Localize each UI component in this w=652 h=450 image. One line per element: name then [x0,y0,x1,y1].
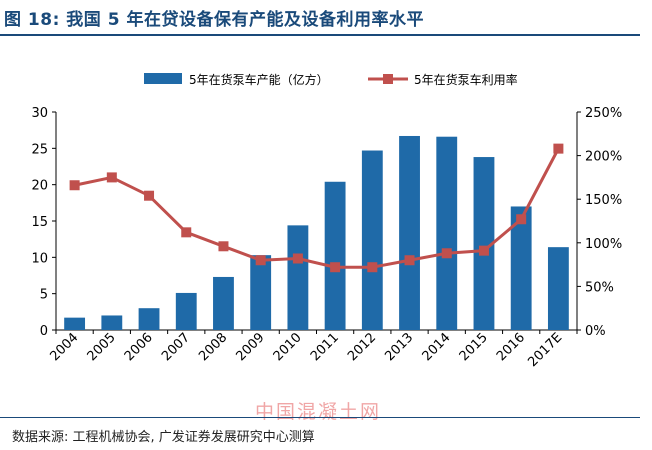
left-tick-label: 30 [31,106,48,121]
x-tick-label: 2009 [233,330,267,364]
line-marker [255,255,266,266]
x-tick-label: 2004 [47,330,81,364]
left-tick-label: 25 [31,142,48,157]
x-tick-label: 2005 [85,330,119,364]
x-tick-label: 2017E [525,330,565,370]
bar [547,247,569,330]
left-tick-label: 5 [40,288,48,303]
bar [101,315,123,330]
left-tick-label: 10 [31,251,48,266]
bar [138,308,160,330]
right-tick-label: 250% [585,106,622,121]
left-tick-label: 0 [40,324,48,339]
bar [361,150,383,330]
line-marker [330,262,341,273]
bar [175,292,197,330]
legend-bar-swatch [144,73,182,84]
bar [436,136,458,330]
bar [64,317,86,330]
watermark: 中国混凝土网 [255,401,382,423]
title-divider [0,34,640,36]
x-tick-label: 2006 [122,330,156,364]
line-marker [404,255,415,266]
utilization-line [74,147,560,269]
bar [324,181,346,330]
bottom-divider [0,417,640,418]
line-marker [106,172,117,183]
x-tick-label: 2013 [382,330,416,364]
line-series [69,143,564,273]
bar [213,276,234,330]
line-marker [367,262,378,273]
legend: 5年在货泵车产能（亿方） 5年在货泵车利用率 [144,72,518,87]
x-tick-label: 2008 [196,330,230,364]
right-tick-label: 50% [585,280,614,295]
line-marker [516,214,527,225]
legend-line-label: 5年在货泵车利用率 [414,72,518,87]
figure-title: 图 18: 我国 5 年在贷设备保有产能及设备利用率水平 [4,10,424,30]
source-note: 数据来源: 工程机械协会, 广发证券发展研究中心测算 [12,430,315,445]
bar [510,206,532,330]
bar [399,135,420,330]
line-marker [292,253,303,264]
bar [250,255,272,330]
bar-series [64,135,569,330]
legend-bar-label: 5年在货泵车产能（亿方） [189,72,329,87]
legend-line-marker [383,74,393,84]
x-tick-label: 2007 [159,330,193,364]
bar [473,157,495,330]
x-tick-label: 2011 [308,330,342,364]
right-tick-label: 100% [585,237,622,252]
line-marker [218,241,229,252]
line-marker [478,245,489,256]
line-marker [441,248,452,259]
line-marker [69,180,80,191]
bar [287,225,309,330]
left-tick-label: 15 [31,215,48,230]
x-tick-label: 2012 [345,330,379,364]
right-tick-label: 0% [585,324,606,339]
right-tick-label: 150% [585,193,622,208]
right-tick-label: 200% [585,150,622,165]
x-tick-label: 2014 [420,330,454,364]
x-tick-label: 2015 [457,330,491,364]
line-marker [144,190,155,201]
line-marker [181,227,192,238]
left-tick-label: 20 [31,179,48,194]
line-marker [553,143,564,154]
x-tick-label: 2016 [494,330,528,364]
x-tick-label: 2010 [271,330,305,364]
